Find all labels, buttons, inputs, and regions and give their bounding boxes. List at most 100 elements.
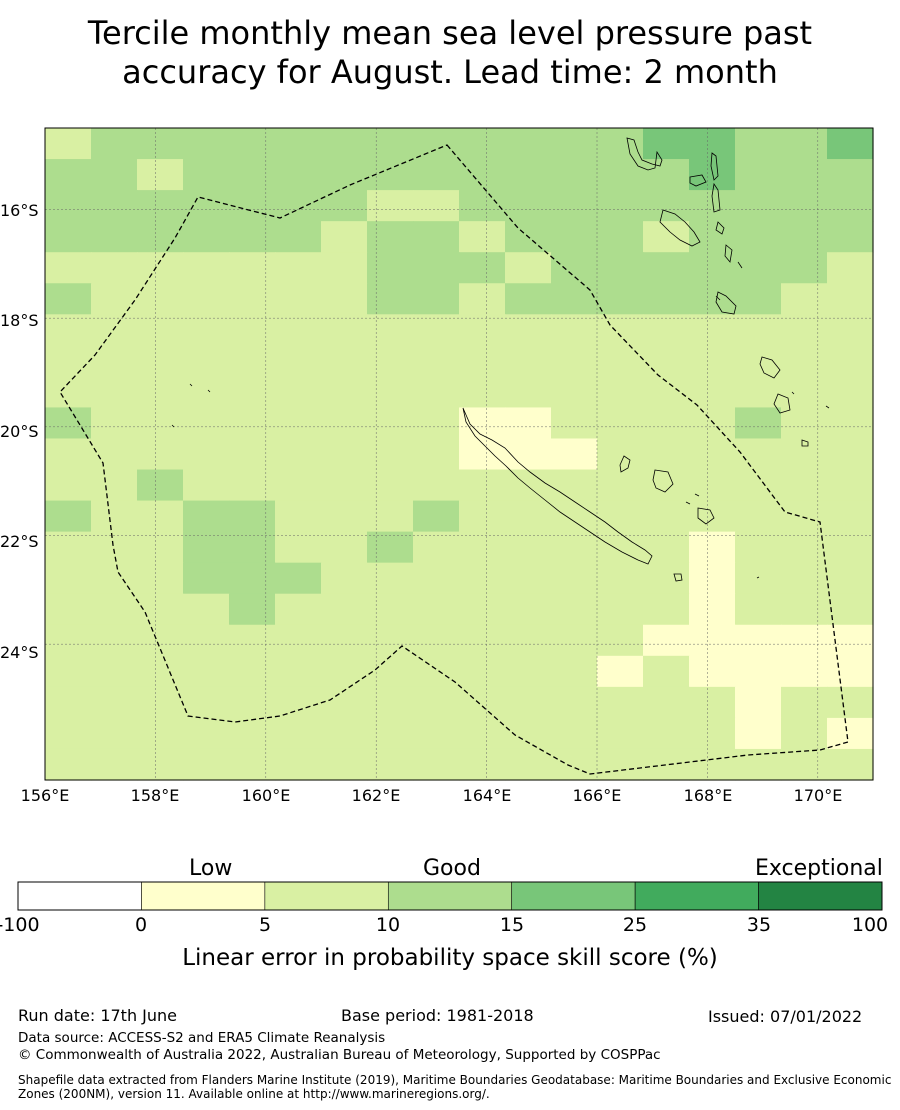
- espiritu-santo-island: [626, 137, 663, 171]
- skill-cell: [827, 128, 874, 160]
- skill-cell: [229, 531, 276, 564]
- skill-cell: [91, 283, 138, 315]
- skill-cell: [505, 314, 552, 346]
- skill-cell: [781, 500, 828, 533]
- skill-cell: [551, 252, 598, 284]
- colorbar-tick: 10: [375, 914, 401, 936]
- skill-cell: [505, 407, 552, 440]
- aneityum-island: [801, 439, 809, 447]
- skill-cell: [643, 500, 690, 533]
- skill-cell: [367, 438, 414, 471]
- skill-cell: [735, 624, 782, 657]
- skill-cell: [505, 345, 552, 377]
- skill-cell: [275, 717, 322, 750]
- skill-cell: [321, 717, 368, 750]
- skill-cell: [229, 252, 276, 284]
- skill-cell: [275, 407, 322, 440]
- lat-label: 18°S: [0, 311, 39, 330]
- skill-cell: [137, 624, 184, 657]
- skill-cell: [459, 500, 506, 533]
- skill-cell: [689, 283, 736, 315]
- skill-cell: [597, 314, 644, 346]
- colorbar-segment: [264, 881, 389, 911]
- skill-cell: [321, 283, 368, 315]
- legend-category-low: Low: [189, 856, 233, 881]
- skill-cell: [597, 221, 644, 253]
- maewo-island: [711, 182, 721, 213]
- skill-cell: [505, 128, 552, 160]
- skill-cell: [459, 655, 506, 688]
- skill-cell: [183, 686, 230, 719]
- small-islet-2: [171, 424, 175, 428]
- colorbar-segment: [387, 881, 513, 911]
- skill-cell: [91, 190, 138, 222]
- skill-cell: [229, 283, 276, 315]
- skill-cell: [229, 438, 276, 471]
- isle-of-pines: [673, 573, 683, 582]
- skill-cell: [321, 469, 368, 502]
- skill-cell: [551, 159, 598, 191]
- skill-cell: [229, 159, 276, 191]
- skill-cell: [597, 655, 644, 688]
- skill-cell: [137, 128, 184, 160]
- skill-cell: [275, 562, 322, 595]
- skill-cell: [91, 748, 138, 781]
- skill-cell: [137, 593, 184, 626]
- small-islet-9: [715, 295, 721, 301]
- run-date: Run date: 17th June: [18, 1006, 178, 1025]
- skill-cell: [275, 500, 322, 533]
- skill-cell: [689, 655, 736, 688]
- skill-cell: [321, 593, 368, 626]
- skill-cell: [689, 345, 736, 377]
- skill-cell: [321, 252, 368, 284]
- skill-cell: [137, 407, 184, 440]
- skill-cell: [689, 221, 736, 253]
- skill-cell: [413, 686, 460, 719]
- skill-cell: [91, 531, 138, 564]
- skill-cell: [137, 748, 184, 781]
- skill-cell: [229, 655, 276, 688]
- skill-cell: [551, 345, 598, 377]
- skill-cell: [459, 128, 506, 160]
- small-islet-8: [737, 261, 743, 269]
- skill-cell: [735, 407, 782, 440]
- skill-cell: [689, 531, 736, 564]
- malakula-island: [659, 209, 701, 247]
- skill-cell: [45, 283, 92, 315]
- colorbar-title: Linear error in probability space skill …: [182, 945, 718, 971]
- skill-cell: [459, 562, 506, 595]
- skill-cell: [689, 717, 736, 750]
- skill-cell: [459, 593, 506, 626]
- base-period: Base period: 1981-2018: [341, 1006, 534, 1025]
- skill-cell: [367, 128, 414, 160]
- skill-cell: [275, 314, 322, 346]
- skill-cell: [781, 221, 828, 253]
- skill-cell: [643, 438, 690, 471]
- small-islet-6: [715, 221, 725, 235]
- skill-cell: [827, 500, 874, 533]
- skill-cell: [183, 128, 230, 160]
- skill-cell: [367, 190, 414, 222]
- lon-label: 164°E: [462, 786, 512, 805]
- colorbar-segment: [758, 881, 883, 911]
- skill-cell: [321, 221, 368, 253]
- skill-cell: [781, 190, 828, 222]
- skill-cell: [735, 345, 782, 377]
- skill-cell: [827, 593, 874, 626]
- skill-cell: [45, 748, 92, 781]
- skill-cell: [367, 314, 414, 346]
- skill-cell: [137, 221, 184, 253]
- skill-cell: [367, 562, 414, 595]
- skill-cell: [781, 345, 828, 377]
- skill-cell: [505, 593, 552, 626]
- skill-cell: [275, 159, 322, 191]
- skill-cell: [827, 438, 874, 471]
- skill-cell: [183, 221, 230, 253]
- skill-cell: [275, 624, 322, 657]
- skill-cell: [183, 252, 230, 284]
- colorbar-tick: 0: [134, 914, 148, 936]
- skill-cell: [45, 469, 92, 502]
- skill-cell: [367, 252, 414, 284]
- skill-cell: [275, 252, 322, 284]
- skill-cell: [459, 314, 506, 346]
